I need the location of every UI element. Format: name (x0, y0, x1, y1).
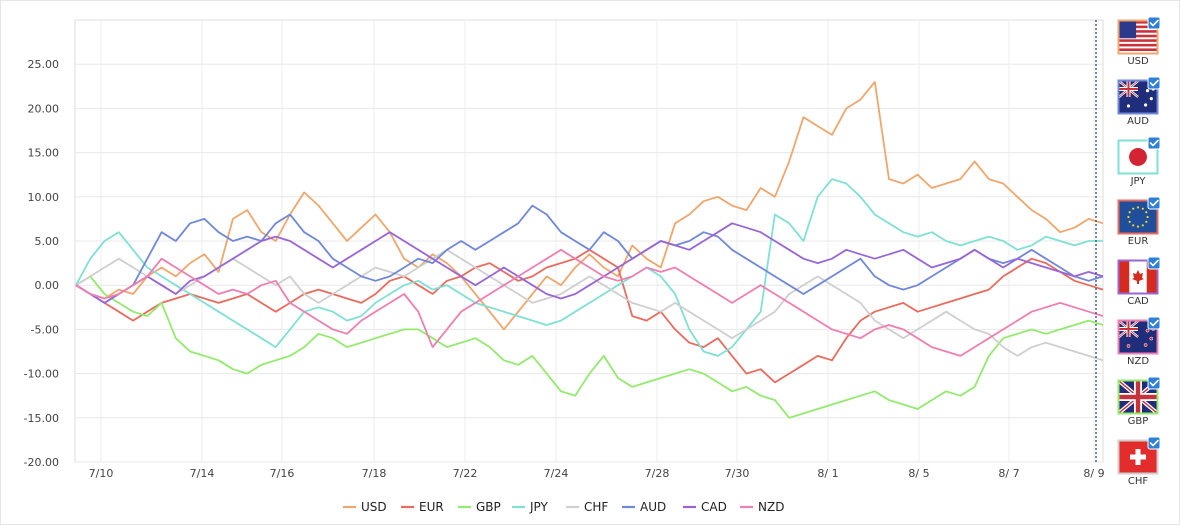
x-tick-label: 7/14 (190, 467, 215, 480)
currency-toggle-nzd[interactable]: NZD (1117, 316, 1161, 367)
legend-item-usd[interactable]: USD (343, 500, 387, 514)
legend-item-jpy[interactable]: JPY (512, 500, 549, 514)
flag-gbp-icon (1117, 379, 1159, 415)
currency-toggle-usd[interactable]: USD (1117, 16, 1161, 67)
checkbox-checked-icon[interactable] (1147, 136, 1161, 150)
currency-label: CHF (1128, 476, 1149, 487)
x-tick-label: 7/28 (645, 467, 670, 480)
legend-label: AUD (640, 500, 666, 514)
x-tick-label: 8/ 7 (998, 467, 1019, 480)
currency-toggle-aud[interactable]: AUD (1117, 76, 1161, 127)
series-line-jpy (75, 178, 1103, 357)
series-line-gbp (75, 275, 1104, 419)
flag-border (1117, 139, 1159, 175)
legend-item-nzd[interactable]: NZD (740, 500, 784, 514)
x-tick-label: 8/ 1 (817, 467, 838, 480)
series-layer (75, 81, 1104, 419)
currency-toggle-cad[interactable]: CAD (1117, 256, 1161, 307)
x-tick-label: 7/16 (270, 467, 295, 480)
y-tick-label: -20.00 (24, 456, 59, 469)
checkbox-checked-icon[interactable] (1147, 316, 1161, 330)
legend-item-cad[interactable]: CAD (683, 500, 727, 514)
flag-border (1117, 199, 1159, 235)
y-tick-label: 20.00 (28, 102, 60, 115)
y-tick-label: 5.00 (35, 235, 60, 248)
currency-label: USD (1127, 56, 1149, 67)
currency-toggle-gbp[interactable]: GBP (1117, 376, 1161, 427)
checkbox-checked-icon[interactable] (1147, 196, 1161, 210)
y-tick-label: 25.00 (28, 58, 60, 71)
flag-usd-icon (1119, 21, 1157, 52)
checkbox-checked-icon[interactable] (1147, 256, 1161, 270)
flag-border (1117, 439, 1159, 475)
currency-label: GBP (1128, 416, 1149, 427)
series-line-usd (75, 81, 1104, 331)
x-tick-label: 7/30 (725, 467, 750, 480)
x-tick-label: 7/24 (544, 467, 569, 480)
flag-border (1117, 259, 1159, 295)
flag-border (1117, 379, 1159, 415)
x-tick-label: 7/10 (89, 467, 114, 480)
legend-label: JPY (529, 500, 549, 514)
y-tick-label: -5.00 (31, 323, 59, 336)
currency-label: AUD (1127, 116, 1149, 127)
x-tick-label: 8/ 9 (1083, 467, 1104, 480)
legend-label: NZD (758, 500, 784, 514)
y-tick-label: -15.00 (24, 412, 59, 425)
legend-item-chf[interactable]: CHF (566, 500, 608, 514)
series-line-chf (75, 248, 1104, 362)
checkbox-checked-icon[interactable] (1147, 376, 1161, 390)
legend-label: EUR (419, 500, 444, 514)
series-line-nzd (75, 248, 1104, 357)
currency-toggle-chf[interactable]: CHF (1117, 436, 1161, 487)
legend: USD EUR GBP JPY CHF AUD CAD NZD (343, 500, 784, 514)
series-line-eur (75, 248, 1104, 384)
checkbox-checked-icon[interactable] (1147, 16, 1161, 30)
x-axis: 7/10 7/14 7/16 7/18 7/22 7/24 7/28 7/30 8/ 1 8/ 5… (89, 467, 1105, 480)
legend-label: CAD (701, 500, 727, 514)
legend-item-eur[interactable]: EUR (401, 500, 444, 514)
series-line-cad (75, 222, 1104, 304)
currency-label: CAD (1127, 296, 1149, 307)
legend-item-gbp[interactable]: GBP (458, 500, 501, 514)
legend-label: CHF (584, 500, 608, 514)
flag-border (1117, 19, 1159, 55)
legend-item-aud[interactable]: AUD (622, 500, 666, 514)
currency-label: JPY (1130, 176, 1147, 187)
flag-border (1117, 79, 1159, 115)
y-tick-label: 0.00 (35, 279, 60, 292)
checkbox-checked-icon[interactable] (1147, 436, 1161, 450)
flag-border (1117, 319, 1159, 355)
y-tick-label: -10.00 (24, 368, 59, 381)
x-tick-label: 8/ 5 (908, 467, 929, 480)
x-tick-label: 7/22 (453, 467, 478, 480)
currency-toggle-jpy[interactable]: JPY (1117, 136, 1161, 187)
currency-label: EUR (1128, 236, 1149, 247)
y-tick-label: 15.00 (28, 147, 60, 160)
x-tick-label: 7/18 (362, 467, 387, 480)
currency-toggle-eur[interactable]: EUR (1117, 196, 1161, 247)
legend-label: USD (361, 500, 387, 514)
currency-label: NZD (1127, 356, 1149, 367)
checkbox-checked-icon[interactable] (1147, 76, 1161, 90)
legend-label: GBP (476, 500, 501, 514)
y-tick-label: 10.00 (28, 191, 60, 204)
y-axis: 25.00 20.00 15.00 10.00 5.00 0.00 -5.00 -10.00 -… (24, 58, 59, 469)
series-line-aud (75, 204, 1104, 304)
currency-panel: USD AUD JPY EUR CAD NZD GBP CHF (1117, 16, 1161, 487)
